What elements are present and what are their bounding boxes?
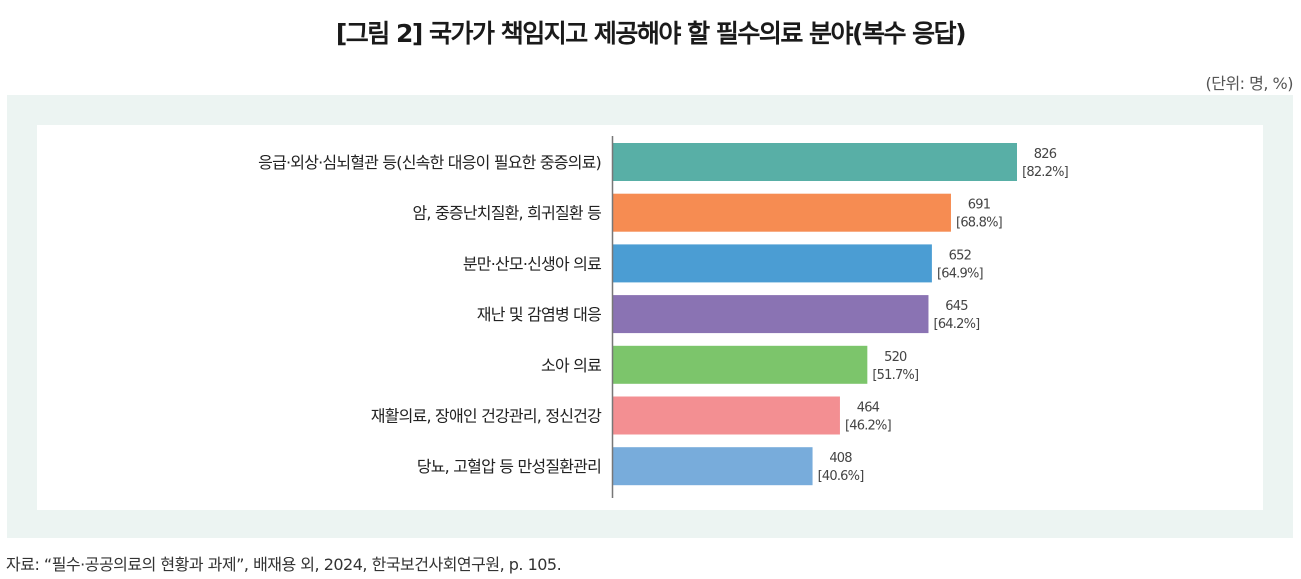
value-label: 691 xyxy=(968,198,991,213)
chart-title: [그림 2] 국가가 책임지고 제공해야 할 필수의료 분야(복수 응답) xyxy=(335,19,967,48)
percent-label: [46.2%] xyxy=(845,419,891,434)
percent-label: [82.2%] xyxy=(1022,165,1068,180)
value-label: 826 xyxy=(1034,147,1057,162)
percent-label: [64.2%] xyxy=(934,317,980,332)
category-label: 응급·외상·심뇌혈관 등(신속한 대응이 필요한 중증의료) xyxy=(258,153,601,172)
category-label: 분만·산모·신생아 의료 xyxy=(463,254,601,273)
category-label: 암, 중증난치질환, 희귀질환 등 xyxy=(413,204,602,223)
percent-label: [51.7%] xyxy=(872,368,918,383)
value-label: 652 xyxy=(949,248,971,263)
category-label: 재난 및 감염병 대응 xyxy=(477,305,601,324)
value-label: 464 xyxy=(857,401,880,416)
value-label: 520 xyxy=(884,350,907,365)
bar xyxy=(613,295,929,334)
bar xyxy=(613,396,840,435)
percent-label: [68.8%] xyxy=(956,216,1002,231)
bar xyxy=(613,143,1017,181)
category-label: 재활의료, 장애인 건강관리, 정신건강 xyxy=(371,407,602,426)
value-label: 645 xyxy=(945,299,968,314)
bar xyxy=(613,193,951,232)
bar xyxy=(613,447,813,486)
source-note: 자료: “필수·공공의료의 현황과 과제”, 배재용 외, 2024, 한국보건… xyxy=(6,555,562,574)
percent-label: [40.6%] xyxy=(818,469,864,484)
bar xyxy=(613,244,932,283)
percent-label: [64.9%] xyxy=(937,266,983,281)
bar xyxy=(613,345,868,384)
value-label: 408 xyxy=(829,451,852,466)
category-label: 당뇨, 고혈압 등 만성질환관리 xyxy=(417,457,601,476)
category-label: 소아 의료 xyxy=(541,356,601,375)
unit-label: (단위: 명, %) xyxy=(1205,74,1294,93)
